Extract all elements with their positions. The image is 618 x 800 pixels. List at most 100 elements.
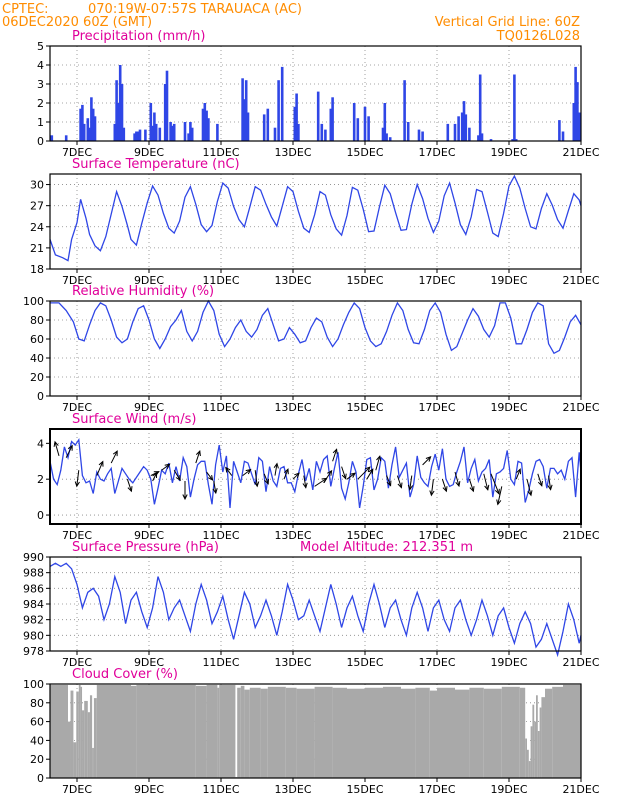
wind-arrow xyxy=(346,472,356,480)
panel-title: Precipitation (mm/h) xyxy=(72,29,205,44)
x-tick-label: 21DEC xyxy=(562,783,599,796)
cloud-bar xyxy=(415,687,430,778)
precip-bar xyxy=(574,66,577,141)
precip-bar xyxy=(385,133,388,141)
precip-bar xyxy=(135,131,138,141)
wind-arrow-head xyxy=(341,473,347,480)
precip-bar xyxy=(169,122,172,141)
panel-4: 0 2 4 7DEC 9DEC 11DEC 13DEC 15DEC 17DEC 19DEC 21DE… xyxy=(37,412,600,542)
cloud-bar xyxy=(68,721,71,778)
cloud-bar xyxy=(93,698,97,778)
wind-arrow-head xyxy=(527,490,533,497)
cloud-bar xyxy=(78,684,81,778)
panel-subtitle: Model Altitude: 212.351 m xyxy=(300,540,473,555)
panels: 0 1 2 3 4 5 7DEC 9DEC 11DEC 13DEC 15DEC 17DEC 19DEC 2… xyxy=(23,29,600,796)
wind-arrow xyxy=(150,471,160,477)
cloud-bar xyxy=(240,685,245,778)
cloud-bar xyxy=(249,687,261,778)
wind-arrow-head xyxy=(112,450,118,457)
precip-bar xyxy=(133,133,136,141)
precip-bar xyxy=(381,127,385,141)
wind-arrow-head xyxy=(245,468,252,475)
x-tick-label: 9DEC xyxy=(134,783,164,796)
cloud-bar xyxy=(365,687,383,778)
cloud-bar xyxy=(76,691,79,778)
precip-bar xyxy=(190,127,194,141)
precip-bar xyxy=(293,106,297,141)
wind-arrow-head xyxy=(537,480,543,487)
wind-arrow-head xyxy=(152,471,158,479)
wind-arrow-head xyxy=(368,468,374,475)
cloud-bar xyxy=(237,687,241,778)
cloud-bar xyxy=(82,710,85,778)
x-tick-label: 15DEC xyxy=(346,529,383,542)
precip-bar xyxy=(154,123,158,141)
x-tick-label: 19DEC xyxy=(490,274,527,287)
x-tick-label: 7DEC xyxy=(62,783,92,796)
y-tick-label: 0 xyxy=(37,509,44,522)
cloud-bar xyxy=(483,688,502,778)
wind-arrow xyxy=(441,479,447,492)
cloud-bar xyxy=(501,686,520,778)
panel-frame xyxy=(49,45,582,142)
precip-bar xyxy=(577,112,581,141)
x-tick-label: 17DEC xyxy=(418,783,455,796)
precip-bar xyxy=(280,66,284,141)
cloud-bar xyxy=(73,742,77,778)
precip-bar xyxy=(91,108,95,141)
precip-bar xyxy=(421,131,424,141)
x-tick-label: 13DEC xyxy=(274,783,311,796)
panel-title: Surface Temperature (nC) xyxy=(72,157,240,172)
y-tick-label: 80 xyxy=(30,314,44,327)
precip-bar xyxy=(316,91,320,141)
wind-arrow-head xyxy=(407,484,414,491)
precip-bar xyxy=(331,97,334,141)
panel-frame xyxy=(49,556,582,652)
panel-frame xyxy=(49,428,582,525)
panel-2: 18 21 24 27 30 7DEC 9DEC 11DEC 13DEC 15DEC 17DEC 19… xyxy=(30,157,600,287)
wind-arrow-head xyxy=(283,468,289,475)
wind-arrow-head xyxy=(442,486,448,493)
panel-3: 0 20 40 60 80 100 7DEC 9DEC 11DEC 13DEC 15DEC 17DEC… xyxy=(23,284,600,414)
precip-bar xyxy=(120,84,124,141)
wind-arrow xyxy=(490,473,500,494)
cloud-bar xyxy=(534,721,536,778)
wind-arrow xyxy=(303,475,307,488)
cloud-bar xyxy=(89,695,93,778)
wind-arrow-head xyxy=(429,490,435,497)
y-tick-label: 24 xyxy=(30,221,44,234)
wind-arrow xyxy=(213,480,217,494)
precip-bar xyxy=(117,103,120,141)
precip-bar xyxy=(460,112,464,141)
wind-arrow-head xyxy=(494,488,500,495)
header-center: CPTEC: xyxy=(2,2,49,17)
precip-bar xyxy=(64,135,68,141)
cloud-bar xyxy=(532,704,535,778)
precip-bar xyxy=(81,104,84,141)
cloud-bar xyxy=(530,726,533,778)
precip-bar xyxy=(171,125,174,141)
y-tick-label: 80 xyxy=(30,697,44,710)
wind-arrow xyxy=(242,469,251,477)
wind-arrow-head xyxy=(164,463,171,469)
x-tick-label: 9DEC xyxy=(134,274,164,287)
precip-bar xyxy=(149,103,153,141)
y-tick-label: 988 xyxy=(23,567,44,580)
precip-bar xyxy=(244,80,248,141)
wind-arrow-head xyxy=(127,486,133,493)
precip-bar xyxy=(122,127,126,141)
precip-bar xyxy=(462,101,466,141)
precip-bar xyxy=(113,123,117,141)
wind-arrow-head xyxy=(350,472,356,478)
cloud-bar xyxy=(87,712,90,778)
cloud-bar xyxy=(244,689,250,778)
wind-arrow-head xyxy=(175,475,181,482)
precip-bar xyxy=(207,118,210,141)
precip-bar xyxy=(561,131,565,141)
precip-bar xyxy=(403,80,406,141)
x-tick-label: 15DEC xyxy=(346,274,383,287)
wind-arrow-head xyxy=(225,466,231,473)
cloud-bar xyxy=(84,700,88,778)
wind-arrow xyxy=(65,445,73,458)
